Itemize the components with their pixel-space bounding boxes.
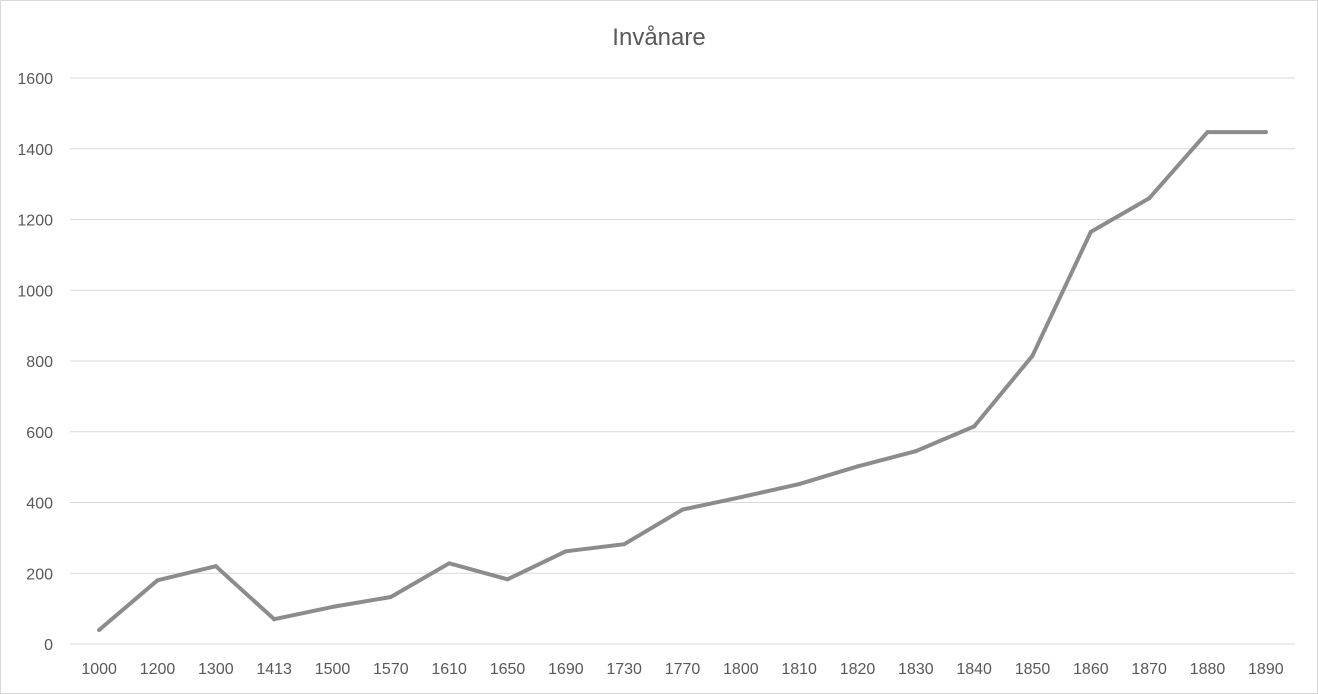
data-point: [447, 561, 452, 566]
x-tick-label: 1850: [1015, 661, 1051, 678]
x-tick-label: 1820: [840, 661, 876, 678]
data-point: [213, 564, 218, 569]
x-tick-label: 1000: [81, 661, 117, 678]
data-point: [505, 577, 510, 582]
series-line-0: [97, 130, 1268, 632]
x-tick-label: 1650: [490, 661, 526, 678]
data-point: [1147, 196, 1152, 201]
x-tick-label: 1870: [1131, 661, 1167, 678]
data-point: [738, 495, 743, 500]
y-tick-label: 1200: [17, 213, 53, 230]
x-tick-label: 1300: [198, 661, 234, 678]
x-tick-label: 1413: [256, 661, 292, 678]
y-tick-label: 800: [26, 354, 53, 371]
x-tick-label: 1890: [1248, 661, 1284, 678]
data-point: [97, 627, 102, 632]
x-tick-label: 1770: [665, 661, 701, 678]
y-tick-label: 400: [26, 496, 53, 513]
data-point: [855, 464, 860, 469]
data-point: [1088, 229, 1093, 234]
x-tick-label: 1570: [373, 661, 409, 678]
data-point: [622, 542, 627, 547]
x-tick-label: 1610: [431, 661, 467, 678]
x-axis-ticks: 1000 1200 1300 1413 1500 1570 1610 1650 1690 1730…: [81, 661, 1283, 678]
chart-title: Invånare: [612, 24, 705, 51]
y-tick-label: 1400: [17, 142, 53, 159]
y-tick-label: 200: [26, 566, 53, 583]
data-point: [680, 507, 685, 512]
x-tick-label: 1860: [1073, 661, 1109, 678]
y-tick-label: 600: [26, 425, 53, 442]
data-point: [272, 617, 277, 622]
x-tick-label: 1200: [140, 661, 176, 678]
series-layer: [97, 130, 1268, 632]
x-tick-label: 1500: [315, 661, 351, 678]
data-point: [913, 449, 918, 454]
y-tick-label: 0: [44, 637, 53, 654]
x-tick-label: 1830: [898, 661, 934, 678]
data-point: [563, 549, 568, 554]
x-tick-label: 1880: [1190, 661, 1226, 678]
data-point: [330, 604, 335, 609]
x-tick-label: 1810: [781, 661, 817, 678]
y-axis-ticks: 0 200 400 600 800 1000 1200 1400 1600: [17, 71, 53, 654]
data-point: [155, 578, 160, 583]
x-tick-label: 1840: [956, 661, 992, 678]
data-point: [1263, 130, 1268, 135]
data-point: [797, 482, 802, 487]
data-point: [1030, 353, 1035, 358]
data-point: [1205, 130, 1210, 135]
x-tick-label: 1800: [723, 661, 759, 678]
gridlines: [70, 77, 1295, 645]
x-tick-label: 1690: [548, 661, 584, 678]
data-point: [388, 594, 393, 599]
y-tick-label: 1600: [17, 71, 53, 88]
data-point: [972, 424, 977, 429]
x-tick-label: 1730: [606, 661, 642, 678]
y-tick-label: 1000: [17, 283, 53, 300]
